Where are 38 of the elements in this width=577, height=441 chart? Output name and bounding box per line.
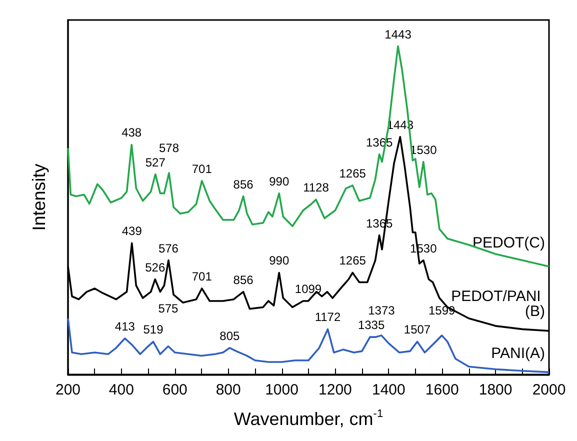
annotation: 439	[122, 224, 142, 238]
annotation: 856	[233, 177, 254, 192]
annotation: 1507	[404, 322, 431, 337]
annotation: 856	[233, 272, 254, 287]
x-tick-label: 400	[108, 382, 134, 398]
annotation: 701	[192, 162, 212, 176]
annotation: 519	[143, 322, 164, 337]
annotation: 578	[158, 140, 180, 155]
x-tick-label: 800	[216, 382, 241, 398]
annotation: 527	[145, 155, 166, 170]
annotation: 413	[114, 319, 136, 334]
x-tick-label: 1600	[425, 382, 459, 398]
annotation: 576	[158, 241, 179, 256]
annotation: 805	[220, 328, 240, 343]
series-label: PEDOT(C)	[472, 234, 545, 252]
annotation: 1128	[303, 180, 330, 195]
annotation: 1373	[368, 303, 396, 318]
x-tick-label: 1400	[372, 382, 406, 398]
annotation: 990	[269, 254, 290, 268]
annotation: 990	[269, 174, 290, 188]
x-tick-label: 600	[162, 382, 188, 398]
annotation: 1443	[384, 27, 412, 42]
x-tick-label: 1800	[478, 382, 512, 398]
annotation: 1099	[294, 282, 322, 296]
series-label: PANI(A)	[491, 344, 545, 362]
x-tick-label: 1000	[265, 382, 298, 398]
y-axis-title: Intensity	[29, 164, 49, 231]
x-tick-label: 2000	[532, 382, 566, 398]
x-tick-label: 200	[55, 382, 81, 398]
annotation: 701	[192, 270, 212, 284]
annotation: 1172	[314, 310, 341, 324]
annotation: 1265	[339, 166, 366, 180]
annotation: 526	[145, 260, 166, 274]
annotation: 1335	[358, 318, 385, 332]
x-tick-label: 1200	[318, 382, 352, 398]
annotation: 438	[122, 126, 142, 140]
annotation: 575	[158, 301, 179, 316]
annotation: 1265	[339, 254, 366, 268]
